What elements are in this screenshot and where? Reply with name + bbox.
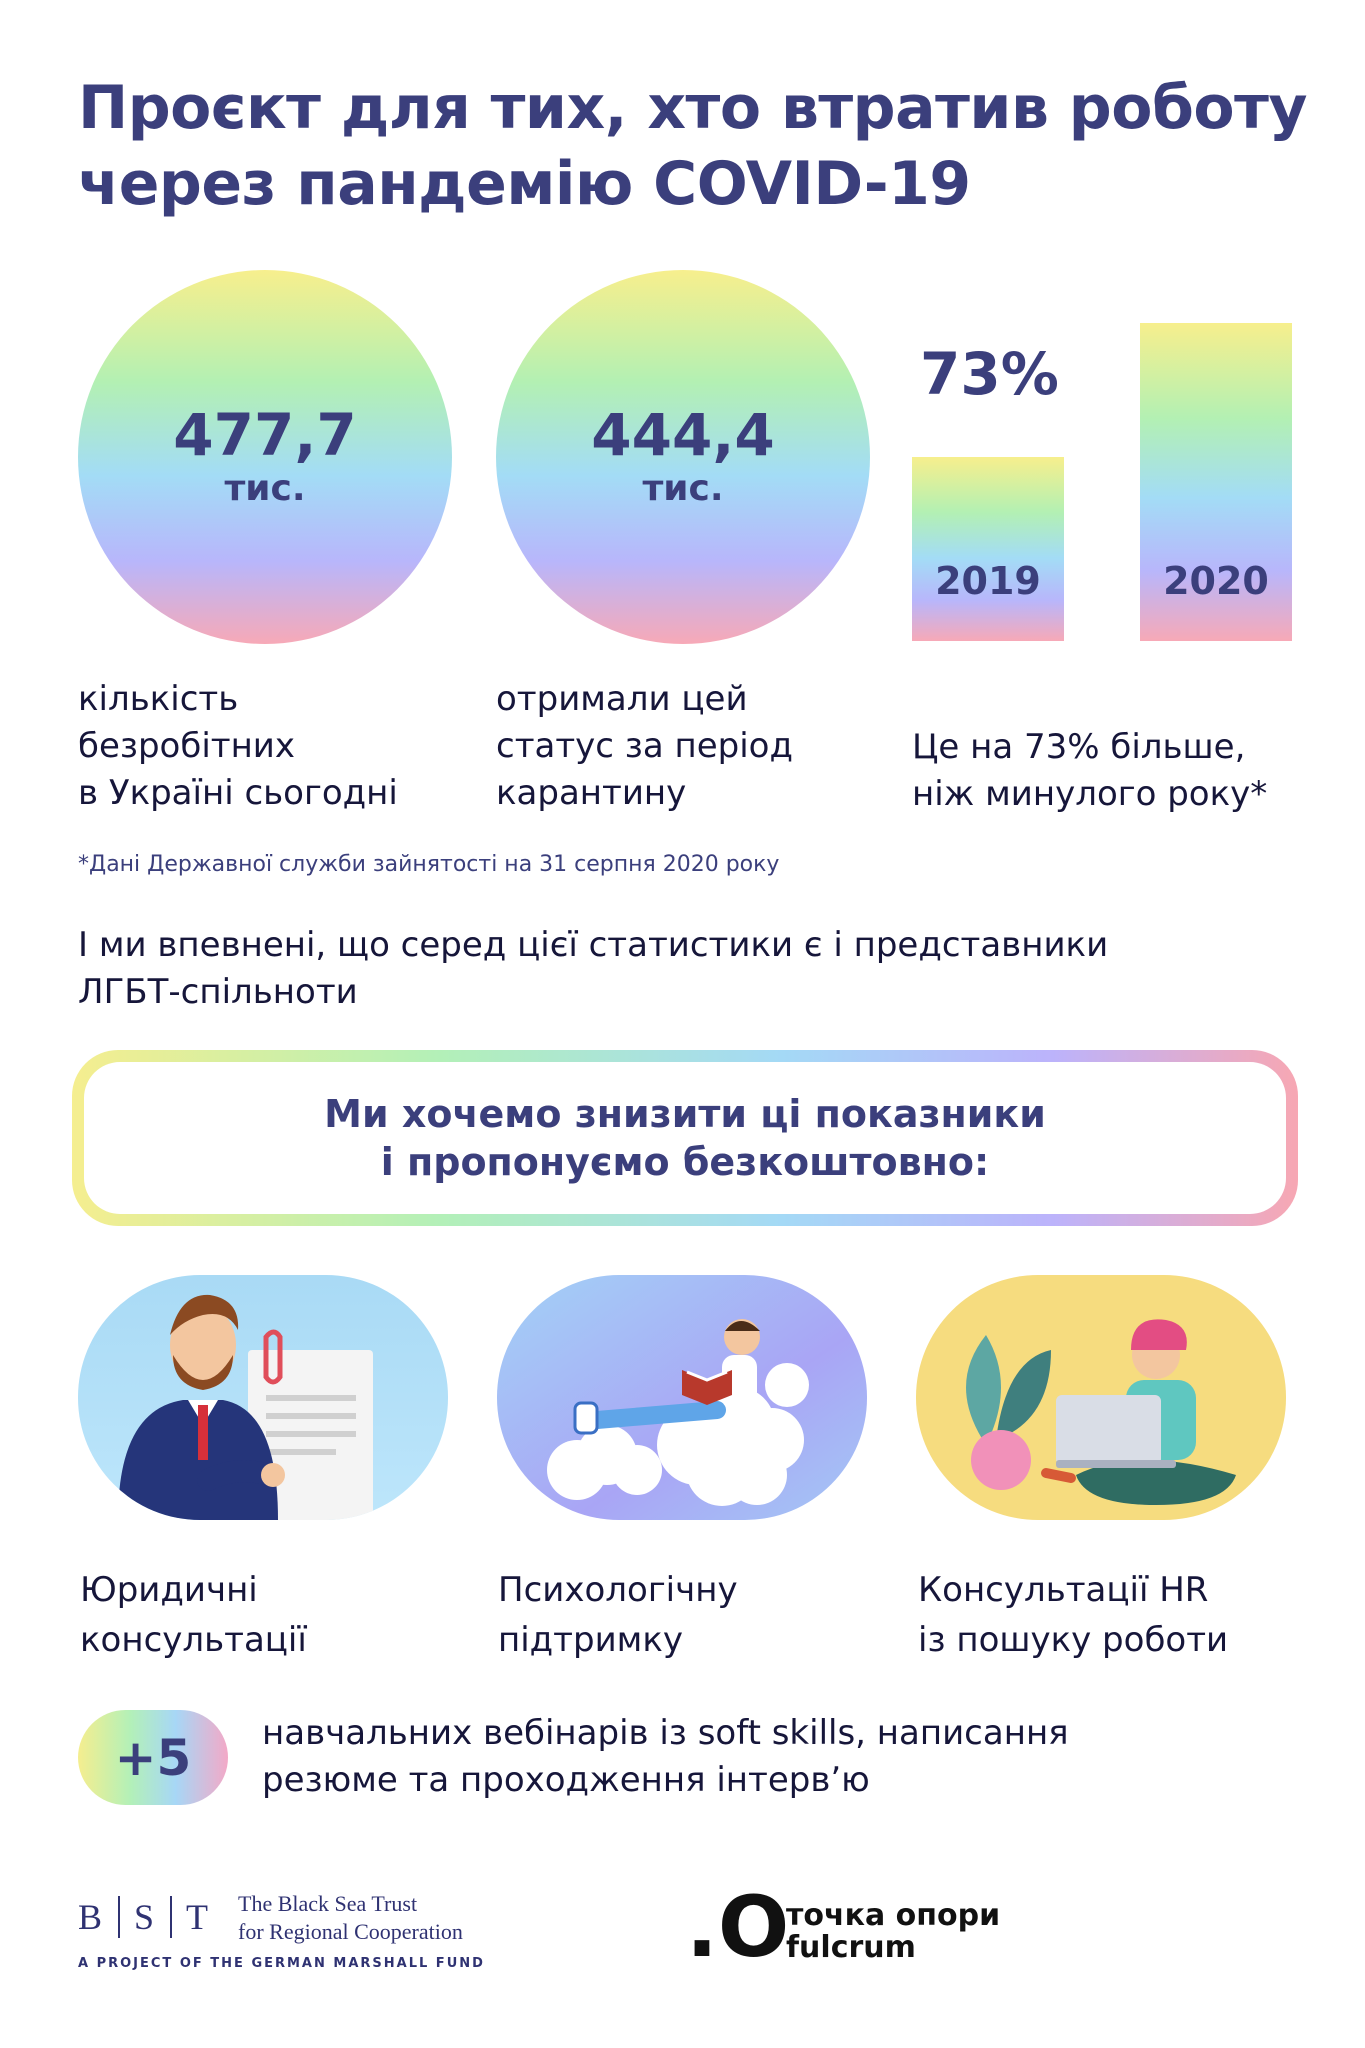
- unemployed-value: 477,7: [173, 401, 357, 469]
- offer-line-1: Ми хочемо знизити ці показники: [324, 1092, 1046, 1136]
- growth-caption: Це на 73% більше, ніж минулого року*: [912, 724, 1342, 818]
- unemployed-circle: 477,7 тис.: [78, 270, 452, 644]
- webinars-badge: +5: [78, 1710, 228, 1805]
- service-hr-caption: Консультації HR із пошуку роботи: [918, 1565, 1338, 1665]
- growth-percent: 73%: [920, 340, 1059, 408]
- service-line: Юридичні: [80, 1570, 258, 1610]
- bst-logo: B S T The Black Sea Trust for Regional C…: [78, 1890, 498, 1971]
- bst-divider: [118, 1896, 121, 1938]
- offer-line-2: і пропонуємо безкоштовно:: [380, 1140, 990, 1184]
- offer-frame: Ми хочемо знизити ці показники і пропону…: [72, 1050, 1298, 1226]
- bar-2020: 2020: [1140, 323, 1292, 641]
- caption-line: в Україні сьогодні: [78, 773, 398, 813]
- quarantine-value: 444,4: [591, 401, 775, 469]
- service-line: Психологічну: [498, 1570, 738, 1610]
- bst-divider: [170, 1896, 173, 1938]
- laptop-worker-illustration-icon: [916, 1275, 1286, 1520]
- unemployed-caption: кількість безробітних в Україні сьогодні: [78, 676, 478, 817]
- bar-2019-label: 2019: [935, 559, 1041, 603]
- service-legal-caption: Юридичні консультації: [80, 1565, 460, 1665]
- bst-name-line: The Black Sea Trust: [238, 1891, 418, 1916]
- webinars-line: резюме та проходження інтерв’ю: [262, 1760, 870, 1800]
- bar-2020-label: 2020: [1163, 559, 1269, 603]
- service-line: підтримку: [498, 1620, 683, 1660]
- caption-line: статус за період: [496, 726, 793, 766]
- bst-letter: S: [134, 1897, 157, 1937]
- caption-line: кількість: [78, 679, 239, 719]
- caption-line: ніж минулого року*: [912, 774, 1268, 814]
- fulcrum-name: точка опори fulcrum: [786, 1900, 1000, 1964]
- title-line-2: через пандемію COVID-19: [78, 149, 971, 219]
- bst-name-line: for Regional Cooperation: [238, 1919, 463, 1944]
- bst-letter: B: [78, 1897, 105, 1937]
- bst-name: The Black Sea Trust for Regional Coopera…: [238, 1890, 463, 1946]
- bst-letters: B S T: [78, 1896, 210, 1938]
- reading-on-cloud-illustration-icon: [497, 1275, 867, 1520]
- service-line: із пошуку роботи: [918, 1620, 1229, 1660]
- caption-line: Це на 73% більше,: [912, 727, 1246, 767]
- webinars-line: навчальних вебінарів із soft skills, нап…: [262, 1713, 1069, 1753]
- unemployed-unit: тис.: [224, 468, 306, 509]
- quarantine-circle: 444,4 тис.: [496, 270, 870, 644]
- bst-tagline: A PROJECT OF THE GERMAN MARSHALL FUND: [78, 1956, 485, 1971]
- statement-line: ЛГБТ-спільноти: [78, 972, 358, 1012]
- service-line: Консультації HR: [918, 1570, 1209, 1610]
- service-psych-caption: Психологічну підтримку: [498, 1565, 878, 1665]
- fulcrum-name-line: точка опори: [786, 1898, 1001, 1933]
- webinars-badge-label: +5: [114, 1728, 192, 1787]
- webinars-text: навчальних вебінарів із soft skills, нап…: [262, 1710, 1342, 1804]
- service-line: консультації: [80, 1620, 307, 1660]
- quarantine-unit: тис.: [642, 468, 724, 509]
- statement-line: І ми впевнені, що серед цієї статистики …: [78, 925, 1109, 965]
- quarantine-caption: отримали цей статус за період карантину: [496, 676, 896, 817]
- title-line-1: Проєкт для тих, хто втратив роботу: [78, 73, 1307, 143]
- fulcrum-name-line: fulcrum: [786, 1930, 916, 1965]
- footnote: *Дані Державної служби зайнятості на 31 …: [78, 852, 780, 877]
- fulcrum-logo: .O точка опори fulcrum: [686, 1882, 1026, 1974]
- statement: І ми впевнені, що серед цієї статистики …: [78, 922, 1298, 1016]
- caption-line: отримали цей: [496, 679, 748, 719]
- page-title: Проєкт для тих, хто втратив роботу через…: [78, 70, 1318, 222]
- bst-letter: T: [186, 1897, 211, 1937]
- bar-2019: 2019: [912, 457, 1064, 641]
- lawyer-illustration-icon: [78, 1275, 448, 1520]
- offer-frame-inner: Ми хочемо знизити ці показники і пропону…: [84, 1062, 1286, 1214]
- fulcrum-mark: .O: [686, 1878, 790, 1976]
- caption-line: карантину: [496, 773, 687, 813]
- caption-line: безробітних: [78, 726, 296, 766]
